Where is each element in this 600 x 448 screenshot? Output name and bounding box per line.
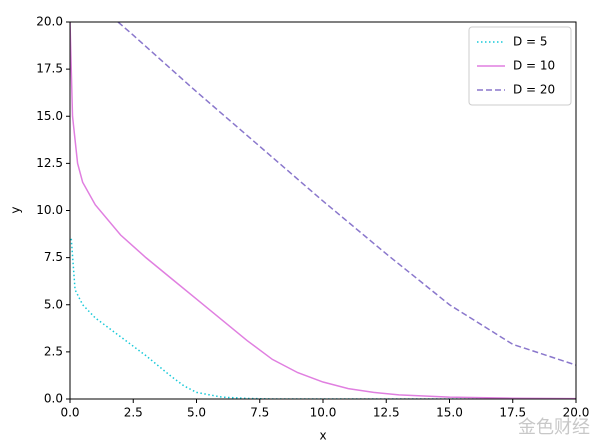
series-line bbox=[70, 22, 576, 399]
x-tick-label: 0.0 bbox=[60, 406, 79, 420]
x-axis-label: x bbox=[319, 429, 326, 443]
y-tick-label: 7.5 bbox=[44, 250, 63, 264]
x-tick-label: 10.0 bbox=[310, 406, 337, 420]
series-line bbox=[70, 238, 576, 399]
legend-label: D = 10 bbox=[513, 59, 555, 73]
y-axis-label: y bbox=[9, 206, 23, 213]
plot-area bbox=[70, 22, 576, 399]
x-tick-label: 5.0 bbox=[187, 406, 206, 420]
x-tick-label: 15.0 bbox=[436, 406, 463, 420]
legend-box bbox=[468, 26, 572, 106]
y-tick-label: 0.0 bbox=[44, 392, 63, 406]
y-tick-label: 12.5 bbox=[36, 156, 63, 170]
y-tick-label: 17.5 bbox=[36, 62, 63, 76]
x-tick-label: 17.5 bbox=[499, 406, 526, 420]
y-tick-label: 2.5 bbox=[44, 344, 63, 358]
y-tick-label: 5.0 bbox=[44, 297, 63, 311]
x-tick-label: 2.5 bbox=[124, 406, 143, 420]
legend-label: D = 20 bbox=[513, 83, 555, 97]
y-tick-label: 10.0 bbox=[36, 203, 63, 217]
y-tick-label: 15.0 bbox=[36, 109, 63, 123]
x-tick-label: 20.0 bbox=[563, 406, 590, 420]
legend-label: D = 5 bbox=[513, 35, 548, 49]
plot-frame bbox=[69, 21, 577, 400]
watermark: 金色财经 bbox=[518, 417, 590, 438]
series-line bbox=[117, 22, 576, 366]
x-tick-label: 7.5 bbox=[250, 406, 269, 420]
y-tick-label: 20.0 bbox=[36, 15, 63, 29]
x-tick-label: 12.5 bbox=[373, 406, 400, 420]
